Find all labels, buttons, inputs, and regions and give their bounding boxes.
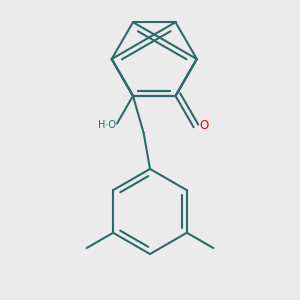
Text: O: O (199, 119, 208, 132)
Text: H·O: H·O (98, 120, 116, 130)
